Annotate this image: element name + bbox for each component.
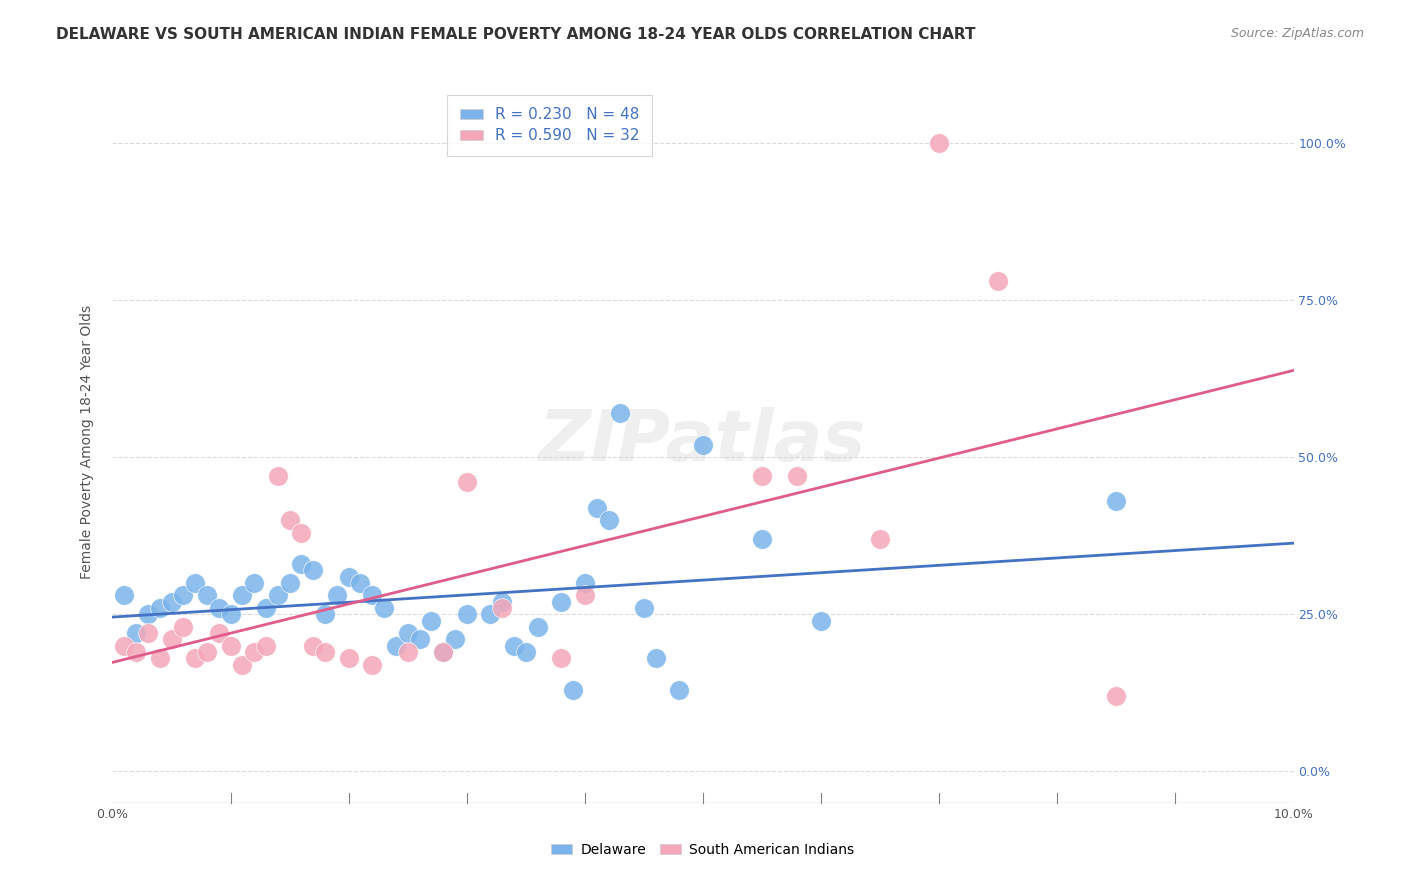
Point (751, 532, 773, 546)
Point (278, 575, 301, 590)
Point (172, 620, 194, 634)
Point (432, 645, 454, 659)
Point (184, 575, 207, 590)
Point (503, 639, 526, 653)
Point (668, 682, 690, 697)
Point (349, 575, 371, 590)
Text: Source: ZipAtlas.com: Source: ZipAtlas.com (1230, 27, 1364, 40)
Point (136, 626, 159, 640)
Point (491, 595, 513, 609)
Point (290, 557, 312, 571)
Point (385, 639, 408, 653)
Point (526, 620, 548, 634)
Legend: Delaware, South American Indians: Delaware, South American Indians (546, 838, 860, 863)
Point (314, 607, 336, 622)
Point (254, 639, 277, 653)
Point (219, 607, 242, 622)
Point (1105, 689, 1128, 703)
Point (231, 589, 253, 603)
Point (598, 513, 620, 527)
Point (550, 595, 572, 609)
Point (432, 645, 454, 659)
Point (243, 575, 266, 590)
Point (479, 607, 502, 622)
Point (562, 682, 585, 697)
Point (302, 639, 325, 653)
Point (751, 469, 773, 483)
Point (491, 601, 513, 615)
Point (515, 645, 537, 659)
Point (254, 601, 277, 615)
Point (149, 601, 172, 615)
Point (574, 575, 596, 590)
Point (160, 632, 183, 647)
Point (337, 651, 360, 665)
Point (444, 632, 467, 647)
Point (219, 639, 242, 653)
Point (396, 626, 419, 640)
Point (184, 651, 207, 665)
Point (1105, 494, 1128, 508)
Point (408, 632, 430, 647)
Point (149, 651, 172, 665)
Point (326, 589, 349, 603)
Point (125, 645, 148, 659)
Point (195, 589, 218, 603)
Point (373, 601, 395, 615)
Point (609, 406, 631, 420)
Point (290, 525, 312, 540)
Point (160, 595, 183, 609)
Point (208, 626, 231, 640)
Point (195, 645, 218, 659)
Point (361, 589, 384, 603)
Text: DELAWARE VS SOUTH AMERICAN INDIAN FEMALE POVERTY AMONG 18-24 YEAR OLDS CORRELATI: DELAWARE VS SOUTH AMERICAN INDIAN FEMALE… (56, 27, 976, 42)
Point (396, 645, 419, 659)
Point (585, 500, 607, 515)
Point (112, 589, 135, 603)
Point (172, 589, 194, 603)
Point (550, 651, 572, 665)
Point (125, 626, 148, 640)
Point (208, 601, 231, 615)
Point (692, 438, 714, 452)
Point (314, 645, 336, 659)
Point (112, 639, 135, 653)
Point (644, 651, 666, 665)
Point (928, 136, 950, 150)
Point (136, 607, 159, 622)
Text: ZIPatlas: ZIPatlas (540, 407, 866, 476)
Point (361, 657, 384, 672)
Point (420, 614, 443, 628)
Point (302, 563, 325, 577)
Point (267, 589, 290, 603)
Point (456, 607, 478, 622)
Y-axis label: Female Poverty Among 18-24 Year Olds: Female Poverty Among 18-24 Year Olds (80, 304, 94, 579)
Point (987, 274, 1010, 288)
Point (267, 469, 290, 483)
Point (574, 589, 596, 603)
Point (278, 513, 301, 527)
Point (231, 657, 253, 672)
Point (786, 469, 808, 483)
Point (243, 645, 266, 659)
Point (869, 532, 891, 546)
Point (337, 569, 360, 583)
Legend: R = 0.230   N = 48, R = 0.590   N = 32: R = 0.230 N = 48, R = 0.590 N = 32 (447, 95, 651, 156)
Point (633, 601, 655, 615)
Point (456, 475, 478, 490)
Point (810, 614, 832, 628)
